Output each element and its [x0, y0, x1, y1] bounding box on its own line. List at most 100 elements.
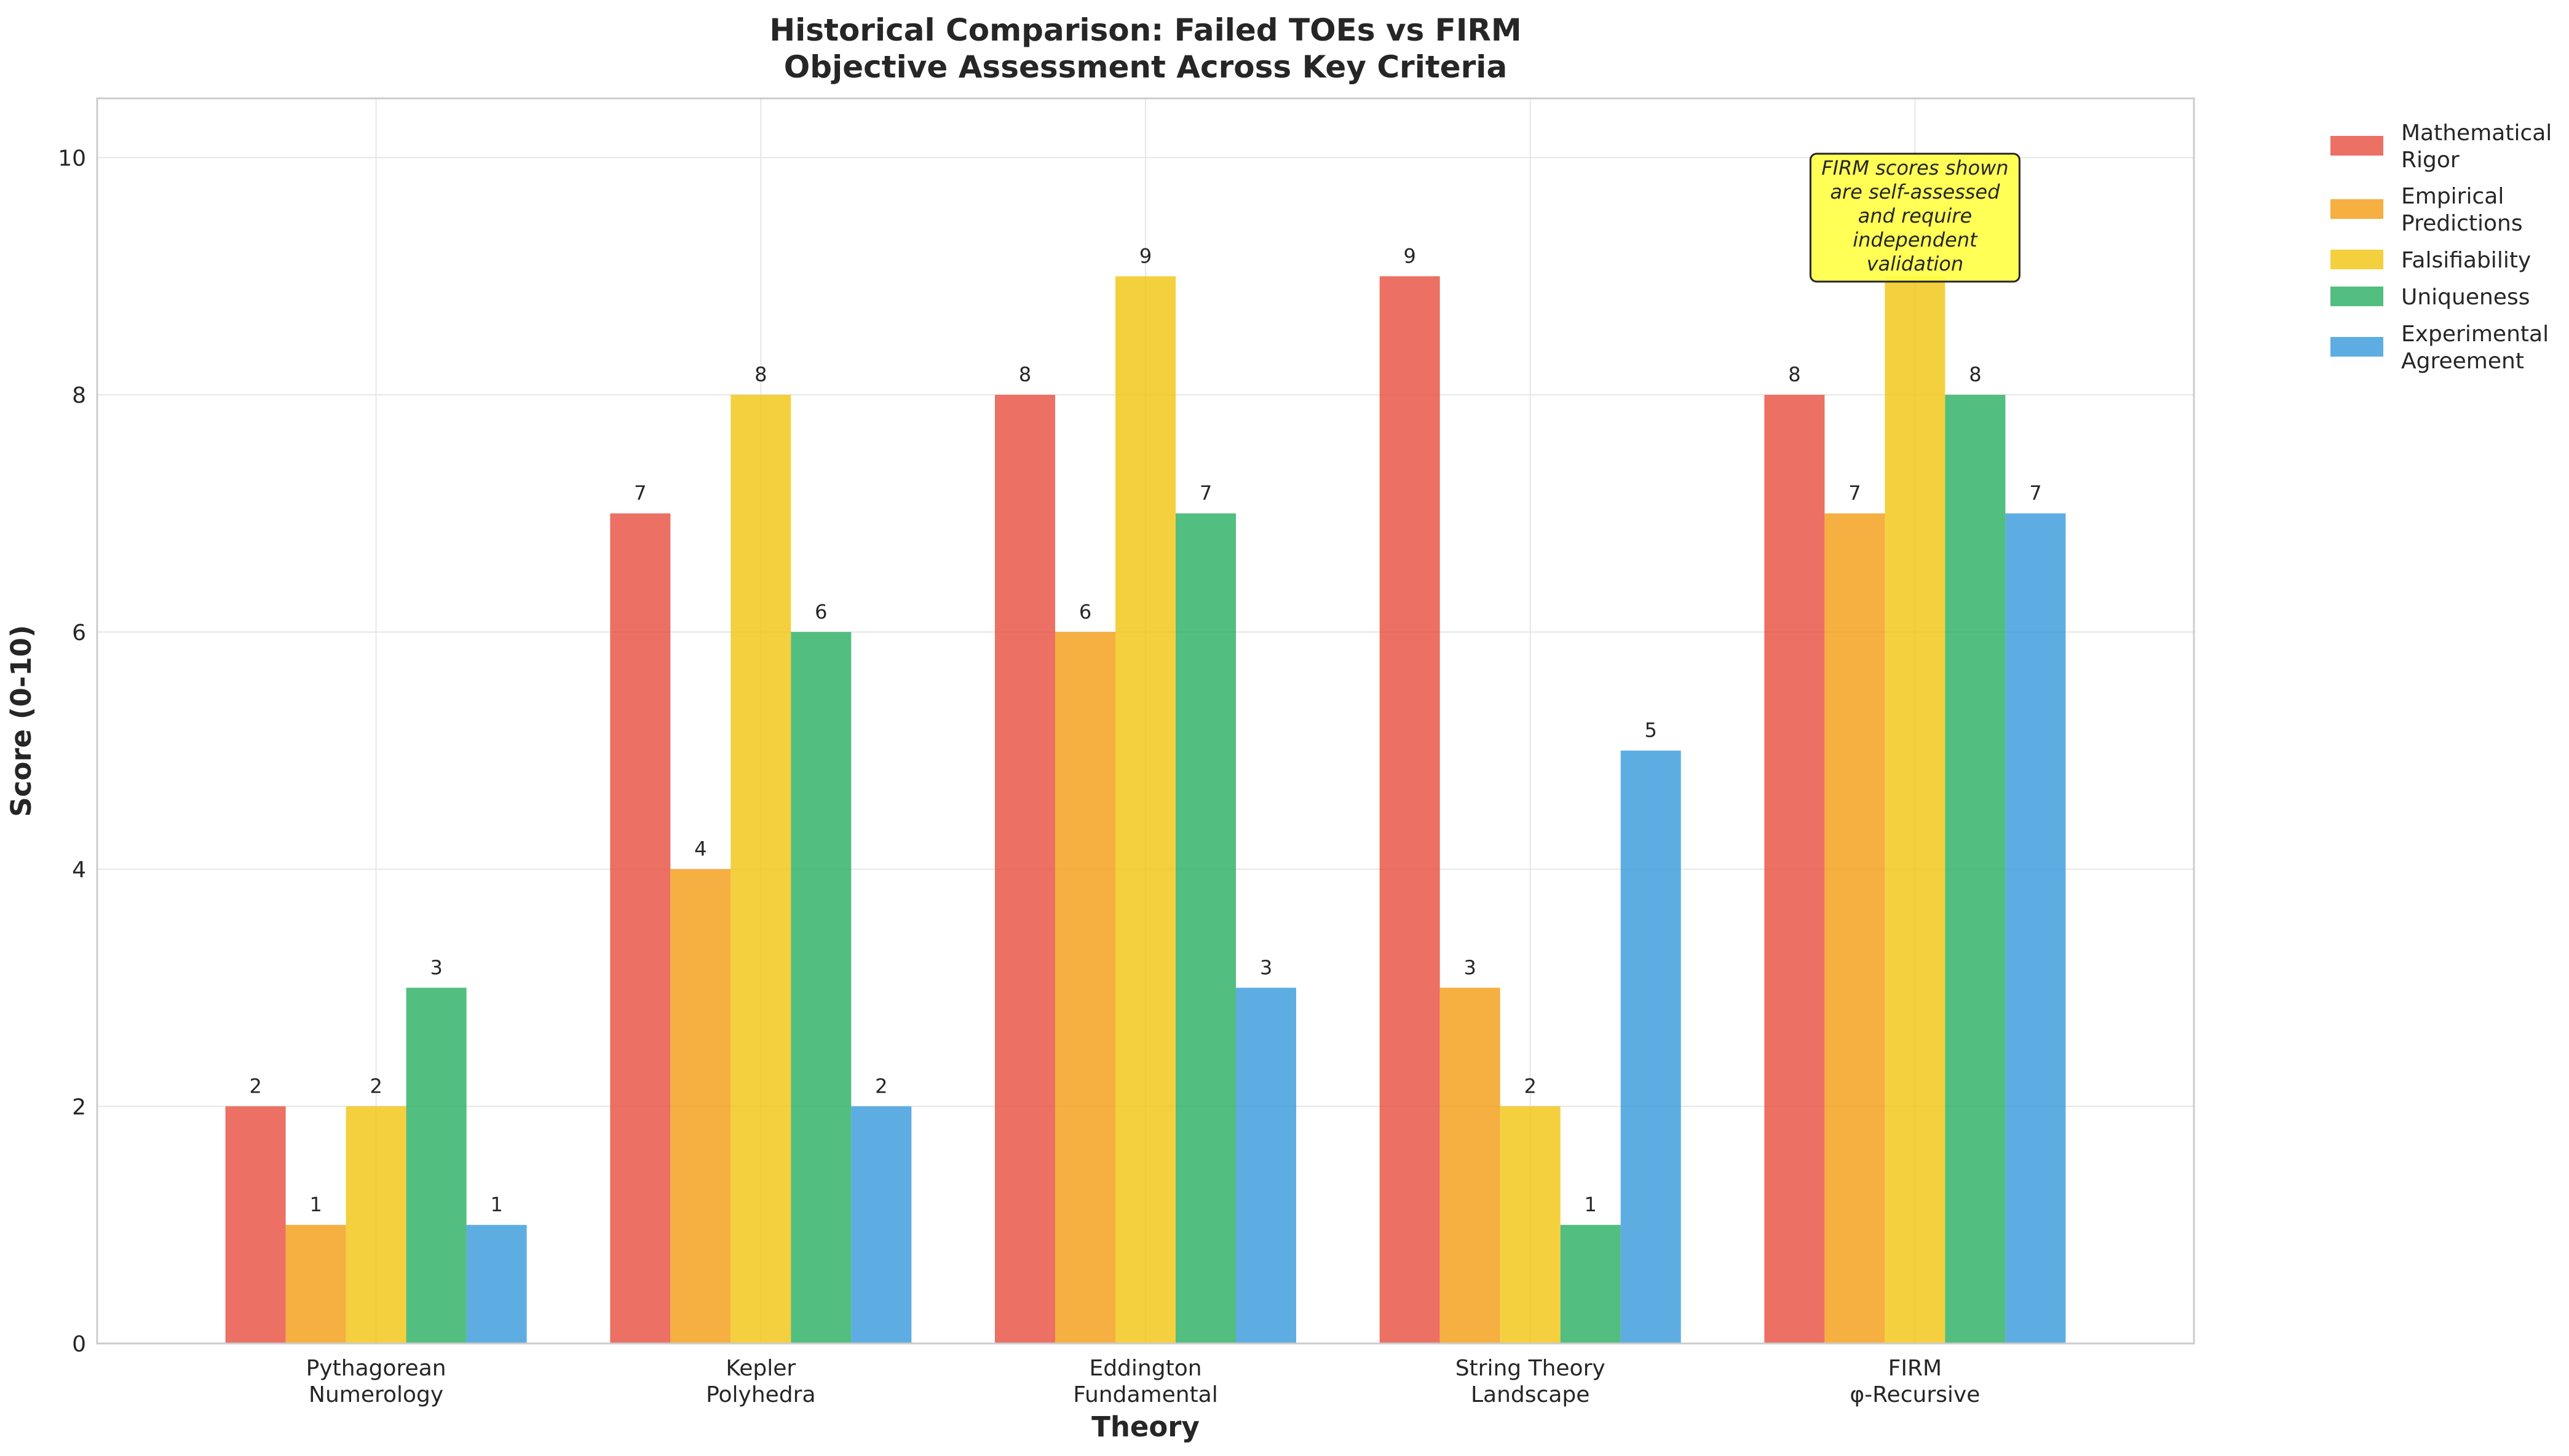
annotation-text-line: validation	[1867, 252, 1964, 275]
x-tick-labels: Pythagorean Numerology Kepler Polyhedra Eddi…	[306, 1356, 1981, 1407]
x-tick-label-line: Eddington	[1089, 1356, 1201, 1381]
legend-label: Mathematical Rigor	[2401, 121, 2552, 173]
bar-value-label: 6	[815, 600, 827, 623]
x-tick-label: String Theory Landscape	[1455, 1356, 1605, 1407]
chart-title: Historical Comparison: Failed TOEs vs FI…	[769, 12, 1521, 85]
y-tick-label: 8	[72, 383, 86, 408]
legend-label-line: Falsifiability	[2401, 248, 2531, 273]
x-tick-label-line: String Theory	[1455, 1356, 1605, 1381]
value-labels: 2 7 8 9 8 1 4 6 3 7 2 8 9 2 3 6 7 1 8 1 2 3 5 7	[249, 244, 2041, 1216]
legend-label-line: Mathematical	[2401, 121, 2552, 146]
bar	[1764, 395, 1825, 1344]
bar	[406, 987, 467, 1343]
legend: Mathematical Rigor Empirical Predictions Fal…	[2330, 121, 2552, 374]
bar	[851, 1106, 912, 1343]
x-tick-label-line: Pythagorean	[306, 1356, 446, 1381]
bar	[1620, 750, 1681, 1343]
bar-value-label: 4	[694, 837, 707, 861]
bar-value-label: 1	[490, 1193, 502, 1216]
y-tick-label: 4	[72, 858, 86, 883]
x-tick-label-line: φ-Recursive	[1850, 1382, 1980, 1407]
bar-value-label: 7	[634, 481, 646, 505]
bar	[285, 1225, 346, 1343]
x-tick-label: Pythagorean Numerology	[306, 1356, 446, 1407]
bar-value-label: 5	[1645, 719, 1657, 742]
annotation-text: FIRM scores shown are self-assessed and re…	[1821, 156, 2008, 275]
bar	[1236, 987, 1296, 1343]
bar-value-label: 7	[1848, 481, 1861, 505]
bar	[466, 1225, 527, 1343]
legend-label-line: Experimental	[2401, 322, 2549, 347]
legend-label: Experimental Agreement	[2401, 322, 2549, 374]
y-tick-label: 6	[72, 620, 86, 646]
bar-value-label: 1	[309, 1193, 322, 1216]
x-tick-label-line: Polyhedra	[706, 1382, 815, 1407]
legend-swatch	[2330, 136, 2383, 156]
bar-value-label: 2	[875, 1074, 887, 1098]
bar-value-label: 6	[1079, 600, 1091, 623]
y-axis-title: Score (0-10)	[5, 625, 38, 817]
bar	[1560, 1225, 1621, 1343]
legend-label-line: Agreement	[2401, 349, 2524, 374]
legend-label-line: Uniqueness	[2401, 285, 2530, 310]
bar	[1176, 513, 1236, 1343]
annotation-text-line: independent	[1853, 228, 1978, 251]
x-axis-title: Theory	[1091, 1410, 1200, 1443]
x-tick-label-line: Landscape	[1471, 1382, 1589, 1407]
bar-value-label: 3	[430, 956, 442, 979]
x-tick-label-line: FIRM	[1888, 1356, 1942, 1381]
annotation-box-bg	[1809, 152, 2021, 283]
bar	[670, 869, 731, 1343]
bar	[1824, 513, 1885, 1343]
bar-value-label: 8	[1969, 363, 1981, 386]
plot-frame	[96, 97, 2195, 1345]
y-tick-label: 0	[72, 1332, 86, 1357]
bar-value-label: 8	[754, 363, 767, 386]
legend-swatch	[2330, 287, 2383, 306]
legend-swatch	[2330, 250, 2383, 269]
annotation-text-line: FIRM scores shown	[1821, 156, 2008, 180]
bar-value-label: 8	[1788, 363, 1800, 386]
legend-label: Empirical Predictions	[2401, 184, 2523, 236]
x-tick-label: Eddington Fundamental	[1073, 1356, 1218, 1407]
bar-value-label: 2	[370, 1074, 382, 1098]
annotation-text-line: are self-assessed	[1830, 180, 2000, 204]
bar-value-label: 9	[1139, 244, 1152, 267]
bar	[1055, 631, 1115, 1343]
bar	[1379, 276, 1440, 1344]
legend-swatch	[2330, 337, 2383, 357]
legend-label: Uniqueness	[2401, 285, 2530, 310]
legend-label-line: Empirical	[2401, 184, 2504, 209]
bar	[2005, 513, 2066, 1343]
legend-label-line: Rigor	[2401, 148, 2460, 173]
bar	[225, 1106, 286, 1343]
legend-label: Falsifiability	[2401, 248, 2531, 273]
chart-title-line: Objective Assessment Across Key Criteria	[784, 49, 1507, 85]
bar-value-label: 3	[1260, 956, 1272, 979]
bar-value-label: 2	[249, 1074, 261, 1098]
legend-swatch	[2330, 199, 2383, 219]
bar-value-label: 2	[1524, 1074, 1537, 1098]
bar	[610, 513, 671, 1343]
bar-value-label: 1	[1585, 1193, 1597, 1216]
bar-value-label: 7	[1200, 481, 1212, 505]
bar	[1500, 1106, 1561, 1343]
chart-title-line: Historical Comparison: Failed TOEs vs FI…	[769, 12, 1521, 48]
bar	[1945, 395, 2006, 1344]
y-tick-labels: 0 2 4 6 8 10	[58, 146, 86, 1357]
x-tick-label-line: Fundamental	[1073, 1382, 1218, 1407]
x-tick-label: Kepler Polyhedra	[706, 1356, 815, 1407]
bar-value-label: 8	[1019, 363, 1031, 386]
annotation-box: FIRM scores shown are self-assessed and re…	[1809, 152, 2021, 283]
x-tick-label: FIRM φ-Recursive	[1850, 1356, 1980, 1407]
bar	[1115, 276, 1176, 1344]
bar-value-label: 3	[1464, 956, 1476, 979]
bar-value-label: 7	[2029, 481, 2041, 505]
bar	[1885, 276, 1946, 1344]
y-tick-label: 10	[58, 146, 86, 171]
bar	[346, 1106, 406, 1343]
bar	[730, 395, 791, 1344]
bar	[1439, 987, 1500, 1343]
x-tick-label-line: Numerology	[309, 1382, 443, 1407]
